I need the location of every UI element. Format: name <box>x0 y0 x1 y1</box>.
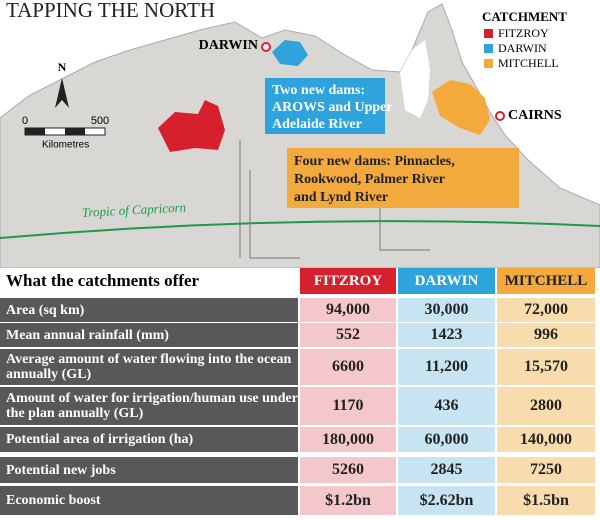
scale-bar <box>24 127 106 136</box>
map: TAPPING THE NORTH DARWIN CAIRNS CATCHMEN… <box>0 0 600 268</box>
north-label: N <box>58 60 67 74</box>
callout-box <box>265 78 385 134</box>
table-row: Mean annual rainfall (mm) 552 1423 996 <box>0 323 600 347</box>
legend-title: CATCHMENT <box>482 9 567 24</box>
callout-text: AROWS and Upper <box>272 100 393 115</box>
scale-label: 0 <box>22 115 28 127</box>
row-label: Amount of water for irrigation/human use… <box>0 387 298 425</box>
city-label: CAIRNS <box>508 108 562 123</box>
legend-swatch <box>484 44 493 53</box>
column-header: MITCHELL <box>497 268 595 294</box>
cell: 5260 <box>300 457 396 483</box>
cell: 180,000 <box>300 427 396 452</box>
table-row: Economic boost $1.2bn $2.62bn $1.5bn <box>0 486 600 515</box>
callout-text: Adelaide River <box>272 117 362 132</box>
tropic-line <box>0 220 600 239</box>
cell: 30,000 <box>398 298 495 322</box>
cell: 7250 <box>497 457 595 483</box>
cell: 94,000 <box>300 298 396 322</box>
cell: 1423 <box>398 323 495 347</box>
cell: 11,200 <box>398 349 495 385</box>
legend-swatch <box>484 59 493 68</box>
city-marker <box>495 111 505 121</box>
cell: 72,000 <box>497 298 595 322</box>
row-label: Economic boost <box>0 486 298 515</box>
cell: $1.5bn <box>497 486 595 515</box>
row-label: Potential new jobs <box>0 457 298 483</box>
cell: 60,000 <box>398 427 495 452</box>
scale-unit: Kilometres <box>42 140 89 151</box>
row-label: Area (sq km) <box>0 298 298 322</box>
cell: 2845 <box>398 457 495 483</box>
title: TAPPING THE NORTH <box>6 0 215 22</box>
fitzroy-area <box>158 100 225 152</box>
cell: 1170 <box>300 387 396 425</box>
column-header: DARWIN <box>398 268 495 294</box>
cell: $1.2bn <box>300 486 396 515</box>
tropic-label: Tropic of Capricorn <box>82 200 187 220</box>
north-arrow <box>55 78 69 108</box>
callout-text: Rookwood, Palmer River <box>294 172 445 187</box>
header-row: What the catchments offer FITZROY DARWIN… <box>0 268 600 294</box>
cell: 436 <box>398 387 495 425</box>
callout-text: and Lynd River <box>294 190 388 205</box>
city-marker <box>261 42 271 52</box>
cell: 552 <box>300 323 396 347</box>
row-label: Potential area of irrigation (ha) <box>0 427 298 452</box>
table-row: Potential area of irrigation (ha) 180,000… <box>0 427 600 452</box>
row-label: Average amount of water flowing into the… <box>0 349 298 385</box>
cell: 6600 <box>300 349 396 385</box>
gulf <box>400 40 430 118</box>
cell: 996 <box>497 323 595 347</box>
legend-swatch <box>484 29 493 38</box>
table-title: What the catchments offer <box>6 271 200 290</box>
column-header: FITZROY <box>300 268 396 294</box>
table-row: Potential new jobs 5260 2845 7250 <box>0 457 600 483</box>
callout-box <box>287 148 519 208</box>
cell: $2.62bn <box>398 486 495 515</box>
legend-item: DARWIN <box>498 41 547 55</box>
city-label: DARWIN <box>199 38 258 53</box>
table-row: Area (sq km) 94,000 30,000 72,000 <box>0 298 600 322</box>
legend-item: FITZROY <box>498 26 549 40</box>
legend-item: MITCHELL <box>498 56 559 70</box>
callout-text: Two new dams: <box>272 83 365 98</box>
mitchell-area <box>432 80 490 135</box>
cell: 15,570 <box>497 349 595 385</box>
row-label: Mean annual rainfall (mm) <box>0 323 298 347</box>
scale-label: 500 <box>91 115 109 127</box>
darwin-area <box>272 40 308 66</box>
table-row: Amount of water for irrigation/human use… <box>0 387 600 425</box>
cell: 2800 <box>497 387 595 425</box>
table-row: Average amount of water flowing into the… <box>0 349 600 385</box>
cell: 140,000 <box>497 427 595 452</box>
callout-text: Four new dams: Pinnacles, <box>294 154 455 169</box>
